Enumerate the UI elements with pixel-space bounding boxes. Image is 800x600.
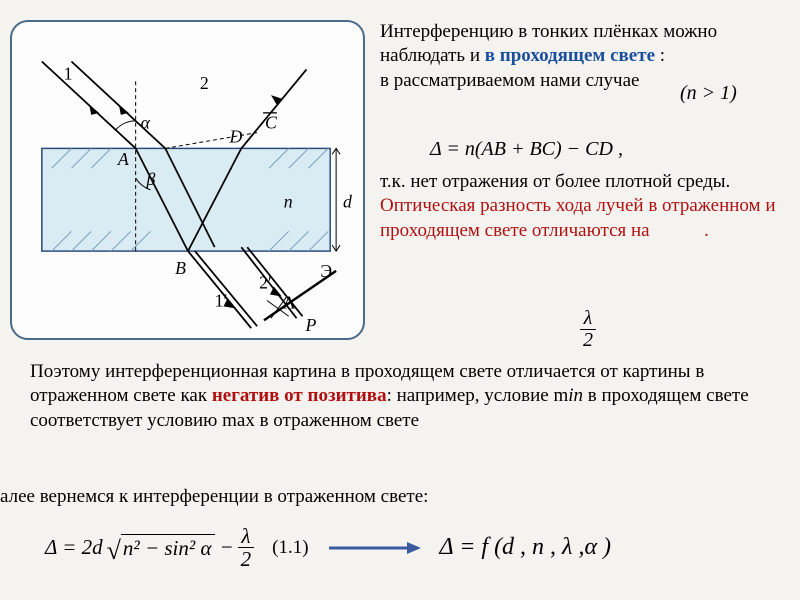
svg-text:Λ: Λ bbox=[283, 292, 296, 312]
svg-text:α: α bbox=[141, 113, 151, 133]
svg-text:A: A bbox=[117, 149, 129, 169]
equation-function: Δ = f (d , n , λ ,α ) bbox=[440, 534, 612, 561]
svg-text:1′: 1′ bbox=[215, 290, 228, 310]
mid-red-end: . bbox=[704, 220, 709, 241]
lambda-den: 2 bbox=[580, 330, 596, 351]
eq-radicand: n² − sin² bbox=[123, 536, 195, 560]
equation-row: Δ = 2d √ n² − sin² α − λ2 (1.1) Δ = f (d… bbox=[45, 525, 785, 570]
eq-alpha: α bbox=[200, 536, 211, 560]
svg-text:d: d bbox=[343, 192, 352, 212]
mid-text-1: т.к. нет отражения от более плотной сред… bbox=[380, 171, 730, 192]
svg-text:C: C bbox=[265, 113, 278, 133]
mid-red-text: Оптическая разность хода лучей в отражен… bbox=[380, 195, 775, 240]
svg-text:n: n bbox=[284, 192, 293, 212]
svg-text:β: β bbox=[146, 169, 156, 189]
lambda-over-2: λ2 bbox=[580, 308, 596, 351]
eq-l-den: 2 bbox=[238, 548, 255, 570]
eq-pre: Δ = 2d bbox=[45, 535, 103, 560]
intro-text-2: в рассматриваемом нами случае bbox=[380, 70, 639, 91]
svg-text:P: P bbox=[305, 315, 317, 335]
condition-n: (n > 1) bbox=[680, 82, 737, 105]
mid-paragraph: т.к. нет отражения от более плотной сред… bbox=[380, 170, 795, 243]
svg-text:1: 1 bbox=[64, 63, 73, 83]
return-line: алее вернемся к интерференции в отраженн… bbox=[0, 485, 800, 509]
svg-text:B: B bbox=[175, 258, 186, 278]
svg-text:2′: 2′ bbox=[259, 273, 272, 293]
negative-positive-paragraph: Поэтому интерференционная картина в прох… bbox=[30, 360, 790, 433]
equation-number: (1.1) bbox=[272, 537, 308, 559]
para2-in: in bbox=[568, 385, 583, 406]
para2-b: : например, условие m bbox=[387, 385, 569, 406]
svg-text:D: D bbox=[228, 126, 242, 146]
equation-delta-path: Δ = n(AB + BC) − CD , bbox=[430, 138, 623, 161]
sqrt-icon: √ n² − sin² α bbox=[107, 534, 216, 561]
para2-bold: негатив от позитива bbox=[212, 385, 387, 406]
arrow-icon bbox=[327, 538, 422, 558]
eq-minus: − bbox=[219, 535, 233, 560]
intro-colon: : bbox=[655, 45, 665, 66]
optics-diagram: 1 2 A D C B n d α β 1′ 2′ Э P Λ bbox=[10, 20, 365, 340]
equation-main: Δ = 2d √ n² − sin² α − λ2 bbox=[45, 525, 254, 570]
lambda-num: λ bbox=[580, 308, 596, 330]
eq-l-num: λ bbox=[238, 525, 255, 548]
svg-text:Э: Э bbox=[320, 261, 332, 281]
intro-blue: в проходящем свете bbox=[485, 45, 655, 66]
svg-text:2: 2 bbox=[200, 73, 209, 93]
